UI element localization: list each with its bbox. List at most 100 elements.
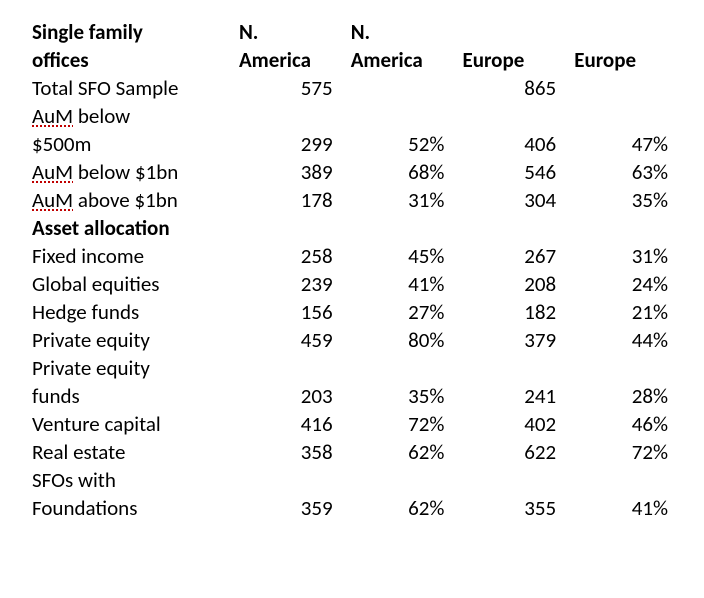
cell: 63%: [574, 158, 686, 186]
row-label: AuM above $1bn: [32, 186, 239, 214]
cell: [351, 214, 463, 242]
cell: 865: [462, 74, 574, 102]
header-cell: N.: [239, 18, 351, 46]
cell: 72%: [351, 410, 463, 438]
cell: 72%: [574, 438, 686, 466]
cell: 62%: [351, 438, 463, 466]
header-row-1: Single familyN.N.: [32, 18, 686, 46]
cell: 402: [462, 410, 574, 438]
row-label: Fixed income: [32, 242, 239, 270]
header-cell: N.: [351, 18, 463, 46]
cell: 182: [462, 298, 574, 326]
cell: 203: [239, 382, 351, 410]
table-row: AuM below $1bn38968%54663%: [32, 158, 686, 186]
table-row: Private equity: [32, 354, 686, 382]
table-row: Private equity45980%37944%: [32, 326, 686, 354]
cell: [239, 214, 351, 242]
table-row: Real estate35862%62272%: [32, 438, 686, 466]
cell: [574, 74, 686, 102]
cell: 46%: [574, 410, 686, 438]
cell: 359: [239, 494, 351, 522]
header-cell: [462, 18, 574, 46]
proofed-word: AuM: [32, 159, 73, 185]
row-label: Real estate: [32, 438, 239, 466]
table-row: Foundations35962%35541%: [32, 494, 686, 522]
cell: 35%: [574, 186, 686, 214]
cell: 28%: [574, 382, 686, 410]
cell: [574, 102, 686, 130]
proofed-word: AuM: [32, 187, 73, 213]
row-label: Private equity: [32, 354, 239, 382]
cell: 41%: [351, 270, 463, 298]
table-row: AuM below: [32, 102, 686, 130]
cell: 31%: [351, 186, 463, 214]
cell: [574, 466, 686, 494]
row-label: Foundations: [32, 494, 239, 522]
cell: [351, 354, 463, 382]
table-row: Global equities23941%20824%: [32, 270, 686, 298]
row-label: Venture capital: [32, 410, 239, 438]
cell: [462, 102, 574, 130]
header-cell: America: [351, 46, 463, 74]
row-label: AuM below $1bn: [32, 158, 239, 186]
header-cell: America: [239, 46, 351, 74]
cell: 44%: [574, 326, 686, 354]
cell: 622: [462, 438, 574, 466]
cell: 416: [239, 410, 351, 438]
cell: 358: [239, 438, 351, 466]
sfo-table: Single familyN.N.officesAmericaAmericaEu…: [32, 18, 686, 522]
cell: 62%: [351, 494, 463, 522]
cell: [462, 214, 574, 242]
cell: 47%: [574, 130, 686, 158]
row-label: Hedge funds: [32, 298, 239, 326]
row-label: Global equities: [32, 270, 239, 298]
row-label: $500m: [32, 130, 239, 158]
cell: 156: [239, 298, 351, 326]
header-cell: Europe: [462, 46, 574, 74]
header-cell: offices: [32, 46, 239, 74]
proofed-word: AuM: [32, 103, 73, 129]
row-label: Asset allocation: [32, 214, 239, 242]
cell: [239, 354, 351, 382]
table-row: $500m29952%40647%: [32, 130, 686, 158]
cell: 304: [462, 186, 574, 214]
page: Single familyN.N.officesAmericaAmericaEu…: [0, 0, 704, 598]
table-row: AuM above $1bn17831%30435%: [32, 186, 686, 214]
cell: 299: [239, 130, 351, 158]
cell: 258: [239, 242, 351, 270]
cell: 267: [462, 242, 574, 270]
cell: 27%: [351, 298, 463, 326]
cell: [351, 74, 463, 102]
cell: 459: [239, 326, 351, 354]
row-label: Private equity: [32, 326, 239, 354]
row-label: Total SFO Sample: [32, 74, 239, 102]
table-row: funds20335%24128%: [32, 382, 686, 410]
row-label: AuM below: [32, 102, 239, 130]
cell: 239: [239, 270, 351, 298]
table-row: Hedge funds15627%18221%: [32, 298, 686, 326]
table-row: Total SFO Sample575865: [32, 74, 686, 102]
cell: [351, 102, 463, 130]
cell: [574, 214, 686, 242]
table-row: Asset allocation: [32, 214, 686, 242]
cell: 45%: [351, 242, 463, 270]
cell: 68%: [351, 158, 463, 186]
cell: [239, 102, 351, 130]
row-label: funds: [32, 382, 239, 410]
cell: 41%: [574, 494, 686, 522]
header-cell: Single family: [32, 18, 239, 46]
cell: 241: [462, 382, 574, 410]
row-label: SFOs with: [32, 466, 239, 494]
cell: [462, 466, 574, 494]
table-row: Venture capital41672%40246%: [32, 410, 686, 438]
cell: 178: [239, 186, 351, 214]
cell: [351, 466, 463, 494]
cell: 208: [462, 270, 574, 298]
header-cell: Europe: [574, 46, 686, 74]
cell: 406: [462, 130, 574, 158]
cell: 355: [462, 494, 574, 522]
table-body: Single familyN.N.officesAmericaAmericaEu…: [32, 18, 686, 522]
header-row-2: officesAmericaAmericaEuropeEurope: [32, 46, 686, 74]
cell: 80%: [351, 326, 463, 354]
cell: 379: [462, 326, 574, 354]
